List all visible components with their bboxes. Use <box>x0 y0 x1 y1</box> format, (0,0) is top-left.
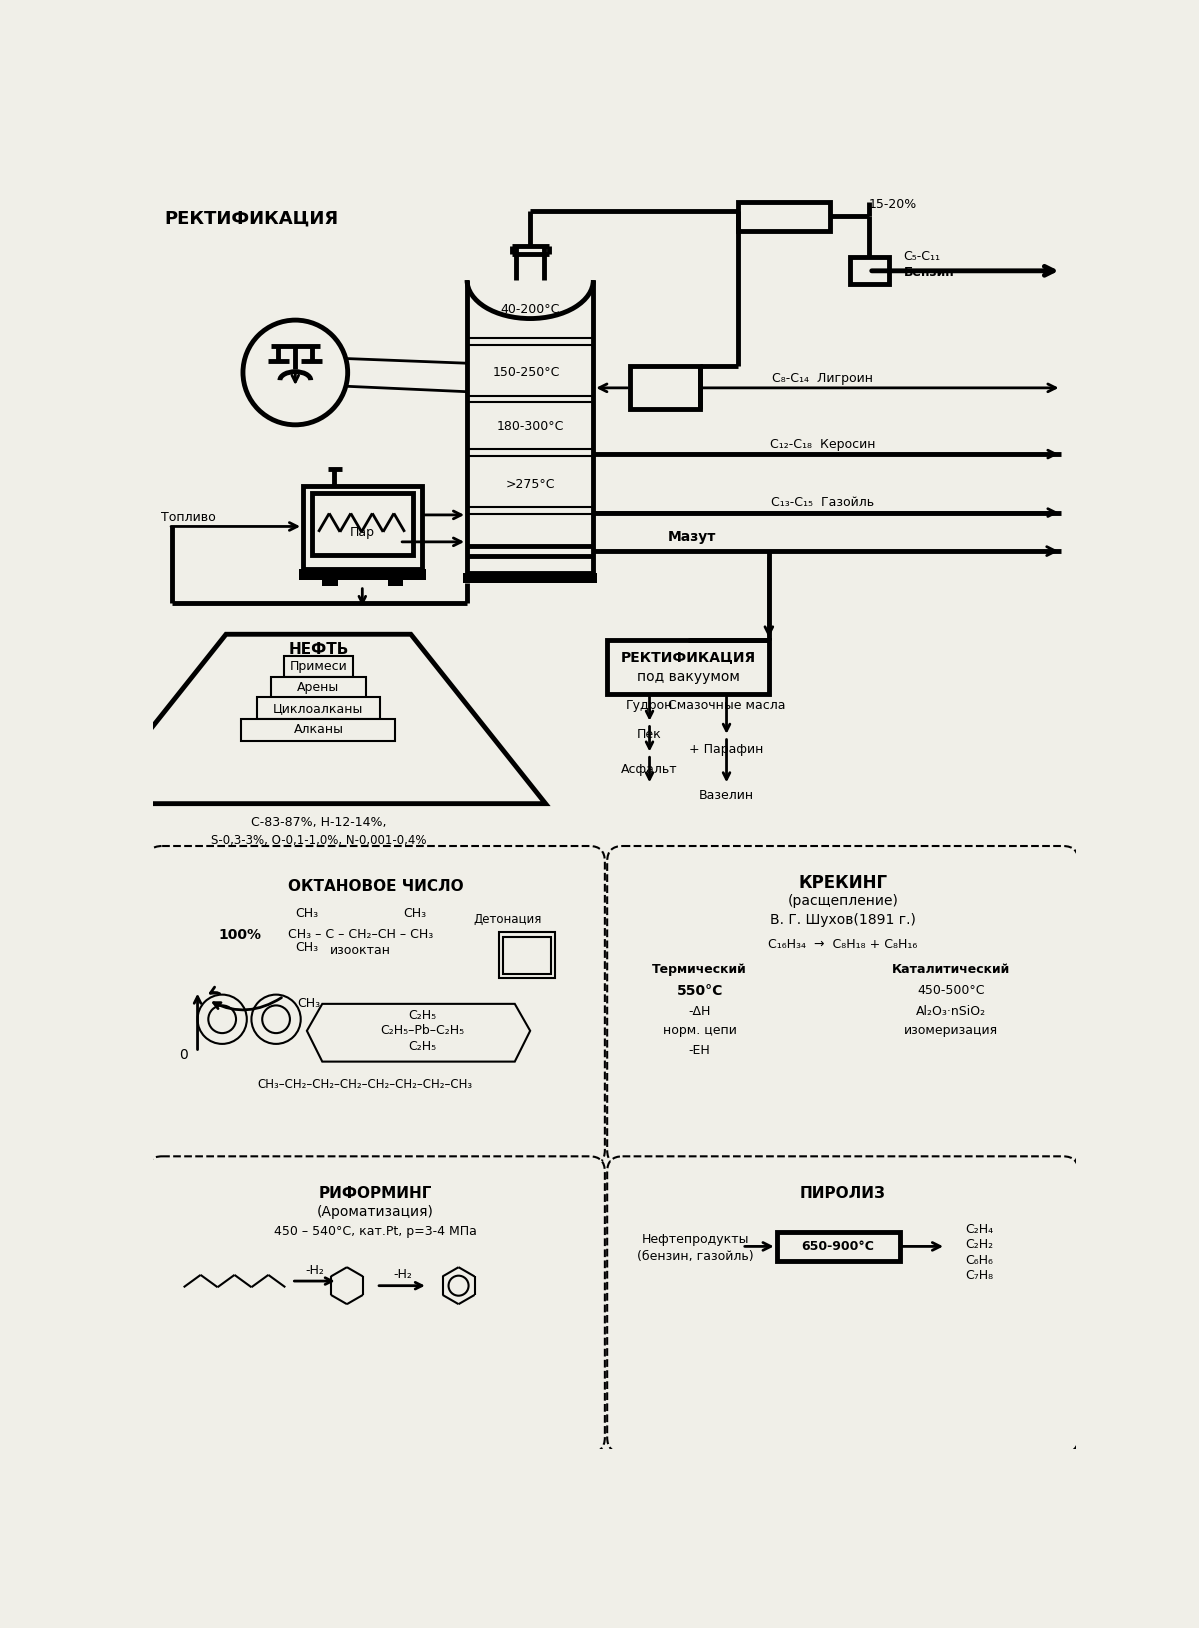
Bar <box>257 697 380 720</box>
Bar <box>271 677 366 698</box>
Text: -H₂: -H₂ <box>393 1268 411 1281</box>
Text: РИФОРМИНГ: РИФОРМИНГ <box>319 1185 432 1201</box>
Text: 40-200°C: 40-200°C <box>500 303 560 316</box>
Text: РЕКТИФИКАЦИЯ: РЕКТИФИКАЦИЯ <box>164 210 338 228</box>
FancyBboxPatch shape <box>146 1156 604 1452</box>
Bar <box>504 936 552 974</box>
Text: CH₃: CH₃ <box>295 907 319 920</box>
Text: C₁₆H₃₄  →  C₈H₁₈ + C₈H₁₆: C₁₆H₃₄ → C₈H₁₈ + C₈H₁₆ <box>769 938 917 951</box>
FancyBboxPatch shape <box>607 1156 1078 1452</box>
Text: C₅-C₁₁: C₅-C₁₁ <box>904 251 941 264</box>
Text: Детонация: Детонация <box>472 913 541 926</box>
Polygon shape <box>307 1004 530 1061</box>
Text: 0: 0 <box>180 1048 188 1063</box>
Text: Алканы: Алканы <box>294 723 343 736</box>
Bar <box>463 573 597 583</box>
Text: Al₂O₃·nSiO₂: Al₂O₃·nSiO₂ <box>916 1004 987 1018</box>
Text: НЕФТЬ: НЕФТЬ <box>288 641 349 658</box>
Text: ПИРОЛИЗ: ПИРОЛИЗ <box>800 1185 886 1201</box>
Text: Термический: Термический <box>652 962 747 975</box>
Text: 100%: 100% <box>218 928 261 941</box>
Bar <box>850 257 888 283</box>
Text: C₂H₅–Pb–C₂H₅: C₂H₅–Pb–C₂H₅ <box>380 1024 464 1037</box>
Text: Арены: Арены <box>297 681 339 694</box>
Text: (бензин, газойль): (бензин, газойль) <box>638 1250 754 1263</box>
Text: CH₃ – C – CH₂–CH – CH₃: CH₃ – C – CH₂–CH – CH₃ <box>288 928 433 941</box>
Text: Пар: Пар <box>350 526 374 539</box>
Text: (Ароматизация): (Ароматизация) <box>317 1205 434 1219</box>
Text: В. Г. Шухов(1891 г.): В. Г. Шухов(1891 г.) <box>770 913 916 926</box>
Text: CH₃: CH₃ <box>297 998 320 1011</box>
Bar <box>739 202 831 231</box>
Text: -ΔН: -ΔН <box>688 1004 711 1018</box>
Text: 650-900°C: 650-900°C <box>802 1241 874 1254</box>
Text: + Парафин: + Парафин <box>689 744 764 757</box>
Bar <box>284 656 353 677</box>
Text: КРЕКИНГ: КРЕКИНГ <box>799 874 887 892</box>
Text: 450 – 540°С, кат.Pt, р=3-4 МПа: 450 – 540°С, кат.Pt, р=3-4 МПа <box>273 1226 477 1239</box>
Text: ОКТАНОВОЕ ЧИСЛО: ОКТАНОВОЕ ЧИСЛО <box>288 879 463 894</box>
Text: Каталитический: Каталитический <box>892 962 1011 975</box>
Text: Примеси: Примеси <box>289 659 348 672</box>
Text: Смазочные масла: Смазочные масла <box>668 700 785 713</box>
Bar <box>631 366 699 409</box>
Bar <box>387 580 403 586</box>
Text: C₂H₅: C₂H₅ <box>409 1009 436 1022</box>
Text: C₂H₄: C₂H₄ <box>965 1223 993 1236</box>
Text: -H₂: -H₂ <box>305 1263 324 1276</box>
Text: C₁₂-C₁₈  Керосин: C₁₂-C₁₈ Керосин <box>770 438 875 451</box>
Text: РЕКТИФИКАЦИЯ: РЕКТИФИКАЦИЯ <box>620 650 755 664</box>
Text: 450-500°C: 450-500°C <box>917 985 986 998</box>
Text: CH₃: CH₃ <box>403 907 426 920</box>
Text: C₆H₆: C₆H₆ <box>965 1254 993 1267</box>
Bar <box>607 640 769 694</box>
Bar <box>777 1232 899 1262</box>
Text: 15-20%: 15-20% <box>869 199 917 212</box>
Text: Мазут: Мазут <box>668 531 716 544</box>
Text: изомеризация: изомеризация <box>904 1024 999 1037</box>
Text: CH₃: CH₃ <box>295 941 319 954</box>
Text: C₁₃-C₁₅  Газойль: C₁₃-C₁₅ Газойль <box>771 497 874 510</box>
Text: 150-250°C: 150-250°C <box>493 366 560 379</box>
Text: C₂H₂: C₂H₂ <box>965 1239 993 1252</box>
Text: >275°C: >275°C <box>506 477 555 490</box>
FancyBboxPatch shape <box>607 847 1078 1166</box>
Bar <box>312 493 414 555</box>
Bar <box>241 720 396 741</box>
Text: -ЕН: -ЕН <box>688 1044 711 1057</box>
Bar <box>499 933 555 978</box>
Text: Нефтепродукты: Нефтепродукты <box>641 1232 749 1245</box>
Text: изооктан: изооктан <box>330 944 391 957</box>
Text: (расщепление): (расщепление) <box>788 894 898 908</box>
Text: под вакуумом: под вакуумом <box>637 671 740 684</box>
Bar <box>300 568 426 580</box>
Bar <box>303 485 422 568</box>
Text: Гудрон: Гудрон <box>626 698 673 711</box>
Text: Циклоалканы: Циклоалканы <box>273 702 363 715</box>
Text: 180-300°C: 180-300°C <box>496 420 564 433</box>
Text: 550°C: 550°C <box>676 983 723 998</box>
FancyBboxPatch shape <box>146 847 604 1166</box>
Text: C₂H₅: C₂H₅ <box>409 1040 436 1053</box>
Text: С-83-87%, Н-12-14%,: С-83-87%, Н-12-14%, <box>251 816 386 829</box>
Text: Топливо: Топливо <box>161 511 216 524</box>
Text: Пек: Пек <box>637 728 662 741</box>
Text: C₇H₈: C₇H₈ <box>965 1270 993 1283</box>
Text: Бензин: Бензин <box>904 265 954 278</box>
Text: C₈-C₁₄  Лигроин: C₈-C₁₄ Лигроин <box>772 373 873 386</box>
Text: Вазелин: Вазелин <box>699 790 754 803</box>
Text: S-0,3-3%, O-0,1-1,0%, N-0,001-0,4%: S-0,3-3%, O-0,1-1,0%, N-0,001-0,4% <box>211 834 426 847</box>
Text: CH₃–CH₂–CH₂–CH₂–CH₂–CH₂–CH₂–CH₃: CH₃–CH₂–CH₂–CH₂–CH₂–CH₂–CH₂–CH₃ <box>257 1078 472 1091</box>
Bar <box>323 580 338 586</box>
Text: Асфальт: Асфальт <box>621 764 677 777</box>
Text: норм. цепи: норм. цепи <box>663 1024 736 1037</box>
